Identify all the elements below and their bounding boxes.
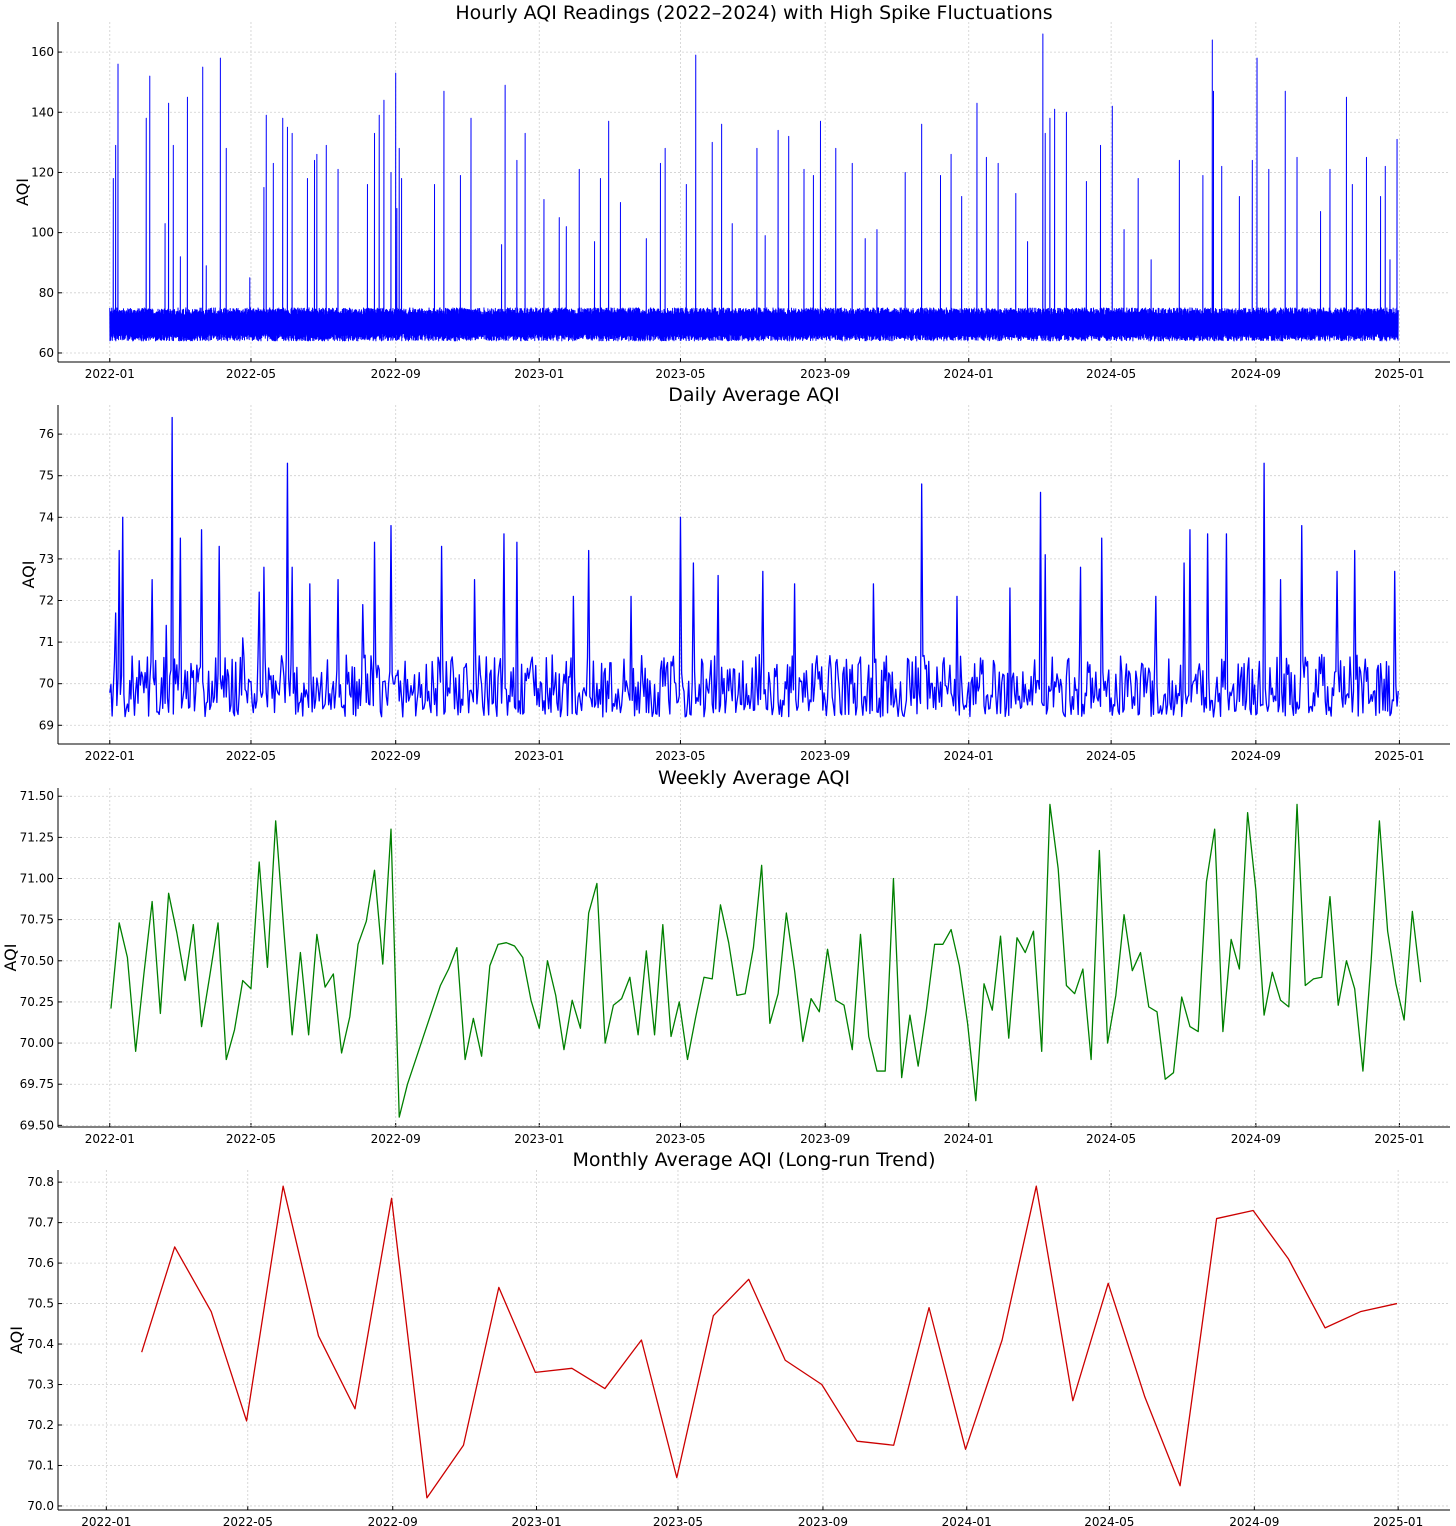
y-tick-label: 70.7 bbox=[27, 1216, 54, 1230]
x-tick-label: 2023-09 bbox=[800, 1132, 850, 1146]
x-tick-label: 2022-01 bbox=[85, 749, 135, 763]
x-tick-label: 2024-01 bbox=[944, 1132, 994, 1146]
x-tick-label: 2022-09 bbox=[371, 749, 421, 763]
chart-title: Monthly Average AQI (Long-run Trend) bbox=[572, 1149, 935, 1171]
x-tick-label: 2024-09 bbox=[1231, 1132, 1281, 1146]
y-tick-label: 70.1 bbox=[27, 1458, 54, 1472]
x-tick-label: 2024-01 bbox=[944, 749, 994, 763]
y-tick-label: 60 bbox=[39, 346, 54, 360]
x-tick-label: 2025-01 bbox=[1374, 367, 1424, 381]
x-tick-label: 2022-05 bbox=[223, 1515, 273, 1526]
x-tick-label: 2022-01 bbox=[81, 1515, 131, 1526]
y-tick-label: 71 bbox=[39, 635, 54, 649]
x-tick-label: 2022-09 bbox=[371, 1132, 421, 1146]
x-tick-label: 2022-09 bbox=[371, 367, 421, 381]
daily-aqi-panel: Daily Average AQI AQI 2022-01 2022-05 2022-0… bbox=[19, 384, 1450, 763]
x-tick-label: 2022-01 bbox=[85, 1132, 135, 1146]
chart-title: Weekly Average AQI bbox=[658, 767, 850, 789]
y-tick-label: 71.00 bbox=[20, 872, 54, 886]
x-tick-label: 2023-01 bbox=[511, 1515, 561, 1526]
y-tick-label: 70.25 bbox=[20, 995, 54, 1009]
series-line bbox=[110, 803, 1422, 1118]
y-axis-label: AQI bbox=[1, 944, 20, 972]
x-tick-label: 2023-05 bbox=[655, 749, 705, 763]
x-tick-label: 2022-05 bbox=[226, 749, 276, 763]
y-axis-label: AQI bbox=[19, 561, 38, 589]
monthly-aqi-panel: Monthly Average AQI (Long-run Trend) AQI 2… bbox=[7, 1149, 1450, 1526]
y-tick-label: 70.50 bbox=[20, 954, 54, 968]
x-tick-label: 2024-05 bbox=[1086, 749, 1136, 763]
y-tick-label: 70.0 bbox=[27, 1499, 54, 1513]
y-tick-label: 100 bbox=[31, 226, 54, 240]
y-axis-label: AQI bbox=[13, 178, 32, 206]
y-tick-label: 69 bbox=[39, 718, 54, 732]
weekly-aqi-panel: Weekly Average AQI AQI 2022-01 2022-05 2022-… bbox=[1, 767, 1450, 1146]
y-tick-label: 69.75 bbox=[20, 1077, 54, 1091]
x-tick-label: 2025-01 bbox=[1374, 1132, 1424, 1146]
x-tick-label: 2023-05 bbox=[655, 1132, 705, 1146]
y-tick-label: 71.50 bbox=[20, 789, 54, 803]
y-tick-label: 70.4 bbox=[27, 1337, 54, 1351]
x-tick-label: 2024-05 bbox=[1086, 367, 1136, 381]
y-tick-label: 70.8 bbox=[27, 1175, 54, 1189]
chart-title: Hourly AQI Readings (2022–2024) with Hig… bbox=[455, 2, 1052, 24]
x-tick-label: 2024-01 bbox=[942, 1515, 992, 1526]
x-tick-label: 2023-01 bbox=[514, 367, 564, 381]
y-tick-label: 80 bbox=[39, 286, 54, 300]
y-tick-label: 71.25 bbox=[20, 830, 54, 844]
x-tick-label: 2023-01 bbox=[514, 1132, 564, 1146]
x-tick-label: 2022-05 bbox=[226, 367, 276, 381]
x-tick-label: 2024-09 bbox=[1231, 749, 1281, 763]
y-tick-label: 70.75 bbox=[20, 913, 54, 927]
x-tick-label: 2025-01 bbox=[1373, 1515, 1423, 1526]
hourly-aqi-panel: Hourly AQI Readings (2022–2024) with Hig… bbox=[13, 2, 1450, 381]
x-tick-label: 2022-05 bbox=[226, 1132, 276, 1146]
chart-title: Daily Average AQI bbox=[668, 384, 839, 406]
y-tick-label: 140 bbox=[31, 105, 54, 119]
y-tick-label: 72 bbox=[39, 593, 54, 607]
x-tick-label: 2023-05 bbox=[655, 367, 705, 381]
x-tick-label: 2022-01 bbox=[85, 367, 135, 381]
y-tick-label: 75 bbox=[39, 469, 54, 483]
series-line bbox=[109, 416, 1399, 718]
y-axis-label: AQI bbox=[7, 1326, 26, 1354]
y-tick-label: 69.50 bbox=[20, 1118, 54, 1132]
y-tick-label: 70.5 bbox=[27, 1297, 54, 1311]
y-tick-label: 70.00 bbox=[20, 1036, 54, 1050]
y-tick-label: 120 bbox=[31, 165, 54, 179]
x-tick-label: 2023-05 bbox=[653, 1515, 703, 1526]
x-tick-label: 2023-01 bbox=[514, 749, 564, 763]
series-line bbox=[109, 33, 1399, 342]
x-tick-label: 2025-01 bbox=[1374, 749, 1424, 763]
x-tick-label: 2023-09 bbox=[798, 1515, 848, 1526]
x-tick-label: 2023-09 bbox=[800, 749, 850, 763]
y-tick-label: 70 bbox=[39, 677, 54, 691]
x-tick-label: 2024-01 bbox=[944, 367, 994, 381]
y-tick-label: 70.3 bbox=[27, 1378, 54, 1392]
x-tick-label: 2024-09 bbox=[1231, 367, 1281, 381]
y-tick-label: 160 bbox=[31, 45, 54, 59]
x-tick-label: 2023-09 bbox=[800, 367, 850, 381]
series-line bbox=[141, 1185, 1398, 1499]
y-tick-label: 70.6 bbox=[27, 1256, 54, 1270]
y-tick-label: 76 bbox=[39, 427, 54, 441]
x-tick-label: 2022-09 bbox=[368, 1515, 418, 1526]
x-tick-label: 2024-05 bbox=[1084, 1515, 1134, 1526]
y-tick-label: 73 bbox=[39, 552, 54, 566]
x-tick-label: 2024-05 bbox=[1086, 1132, 1136, 1146]
x-tick-label: 2024-09 bbox=[1229, 1515, 1279, 1526]
y-tick-label: 74 bbox=[39, 510, 54, 524]
y-tick-label: 70.2 bbox=[27, 1418, 54, 1432]
